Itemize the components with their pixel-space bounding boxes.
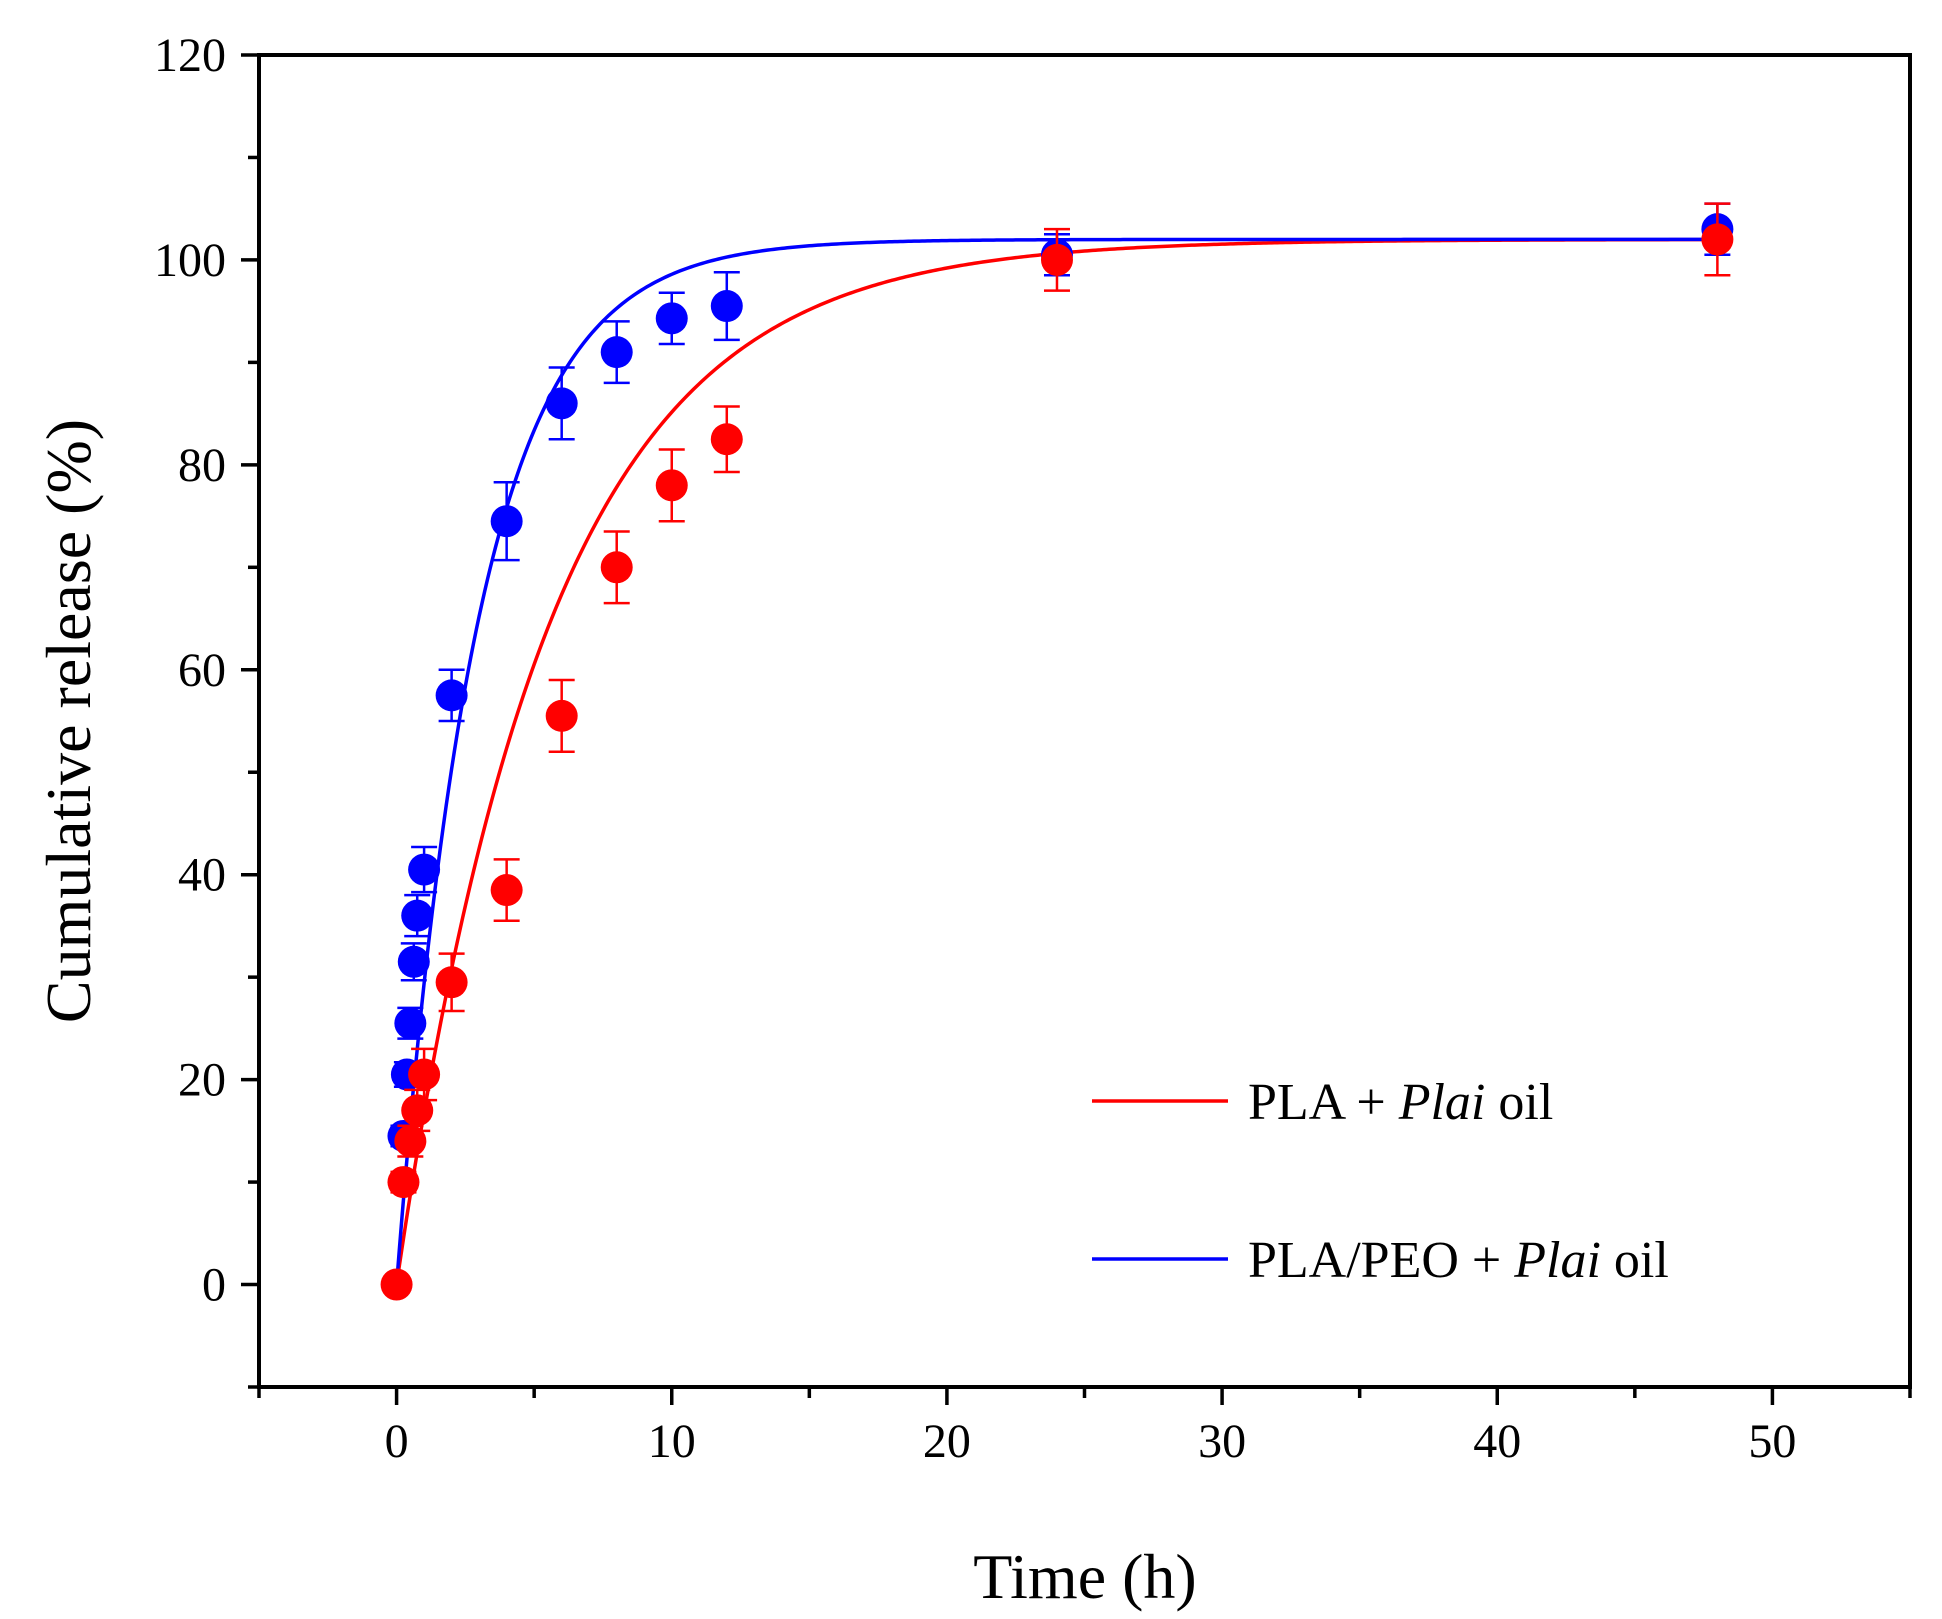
data-point: [1040, 243, 1073, 276]
y-tick-label: 100: [154, 234, 226, 287]
data-point: [397, 945, 430, 978]
series-2-points: [387, 202, 1734, 1152]
legend-item-2: PLA/PEO + Plai oil: [1092, 1232, 1669, 1289]
x-tick-label: 50: [1748, 1415, 1796, 1468]
data-point: [545, 699, 578, 732]
data-point: [1701, 223, 1734, 256]
x-tick-label: 40: [1473, 1415, 1521, 1468]
y-tick-label: 20: [178, 1054, 226, 1107]
data-point: [435, 679, 468, 712]
data-point: [435, 966, 468, 999]
y-tick-label: 0: [202, 1259, 226, 1312]
x-tick-label: 10: [648, 1415, 696, 1468]
plot-frame: [257, 53, 1912, 1389]
data-point: [710, 290, 743, 323]
data-point: [401, 899, 434, 932]
data-point: [387, 1166, 420, 1199]
y-tick-label: 80: [178, 439, 226, 492]
data-point: [490, 505, 523, 538]
legend-label: PLA + Plai oil: [1248, 1074, 1553, 1131]
data-point: [600, 336, 633, 369]
x-tick-label: 20: [923, 1415, 971, 1468]
data-point: [600, 551, 633, 584]
y-tick-label: 40: [178, 849, 226, 902]
y-tick-label: 60: [178, 644, 226, 697]
data-point: [408, 853, 441, 886]
data-point: [655, 302, 688, 335]
x-tick-label: 0: [385, 1415, 409, 1468]
data-point: [401, 1094, 434, 1127]
series-1-points: [380, 202, 1734, 1301]
data-point: [408, 1058, 441, 1091]
legend: PLA + Plai oil PLA/PEO + Plai oil: [1092, 1074, 1669, 1289]
y-tick-label: 120: [154, 29, 226, 82]
legend-label: PLA/PEO + Plai oil: [1248, 1232, 1669, 1289]
x-tick-label: 30: [1198, 1415, 1246, 1468]
y-axis: 0 20 40 60 80 100 120: [154, 29, 259, 1389]
data-point: [655, 469, 688, 502]
data-point: [490, 874, 523, 907]
data-point: [380, 1268, 413, 1301]
data-point: [545, 387, 578, 420]
data-point: [710, 423, 743, 456]
x-axis-title: Time (h): [973, 1541, 1196, 1612]
data-points: [380, 202, 1734, 1301]
x-axis: 0 10 20 30 40 50: [257, 1387, 1912, 1468]
y-axis-title: Cumulative release (%): [33, 419, 104, 1023]
data-point: [394, 1125, 427, 1158]
data-point: [394, 1007, 427, 1040]
legend-item-1: PLA + Plai oil: [1092, 1074, 1553, 1131]
